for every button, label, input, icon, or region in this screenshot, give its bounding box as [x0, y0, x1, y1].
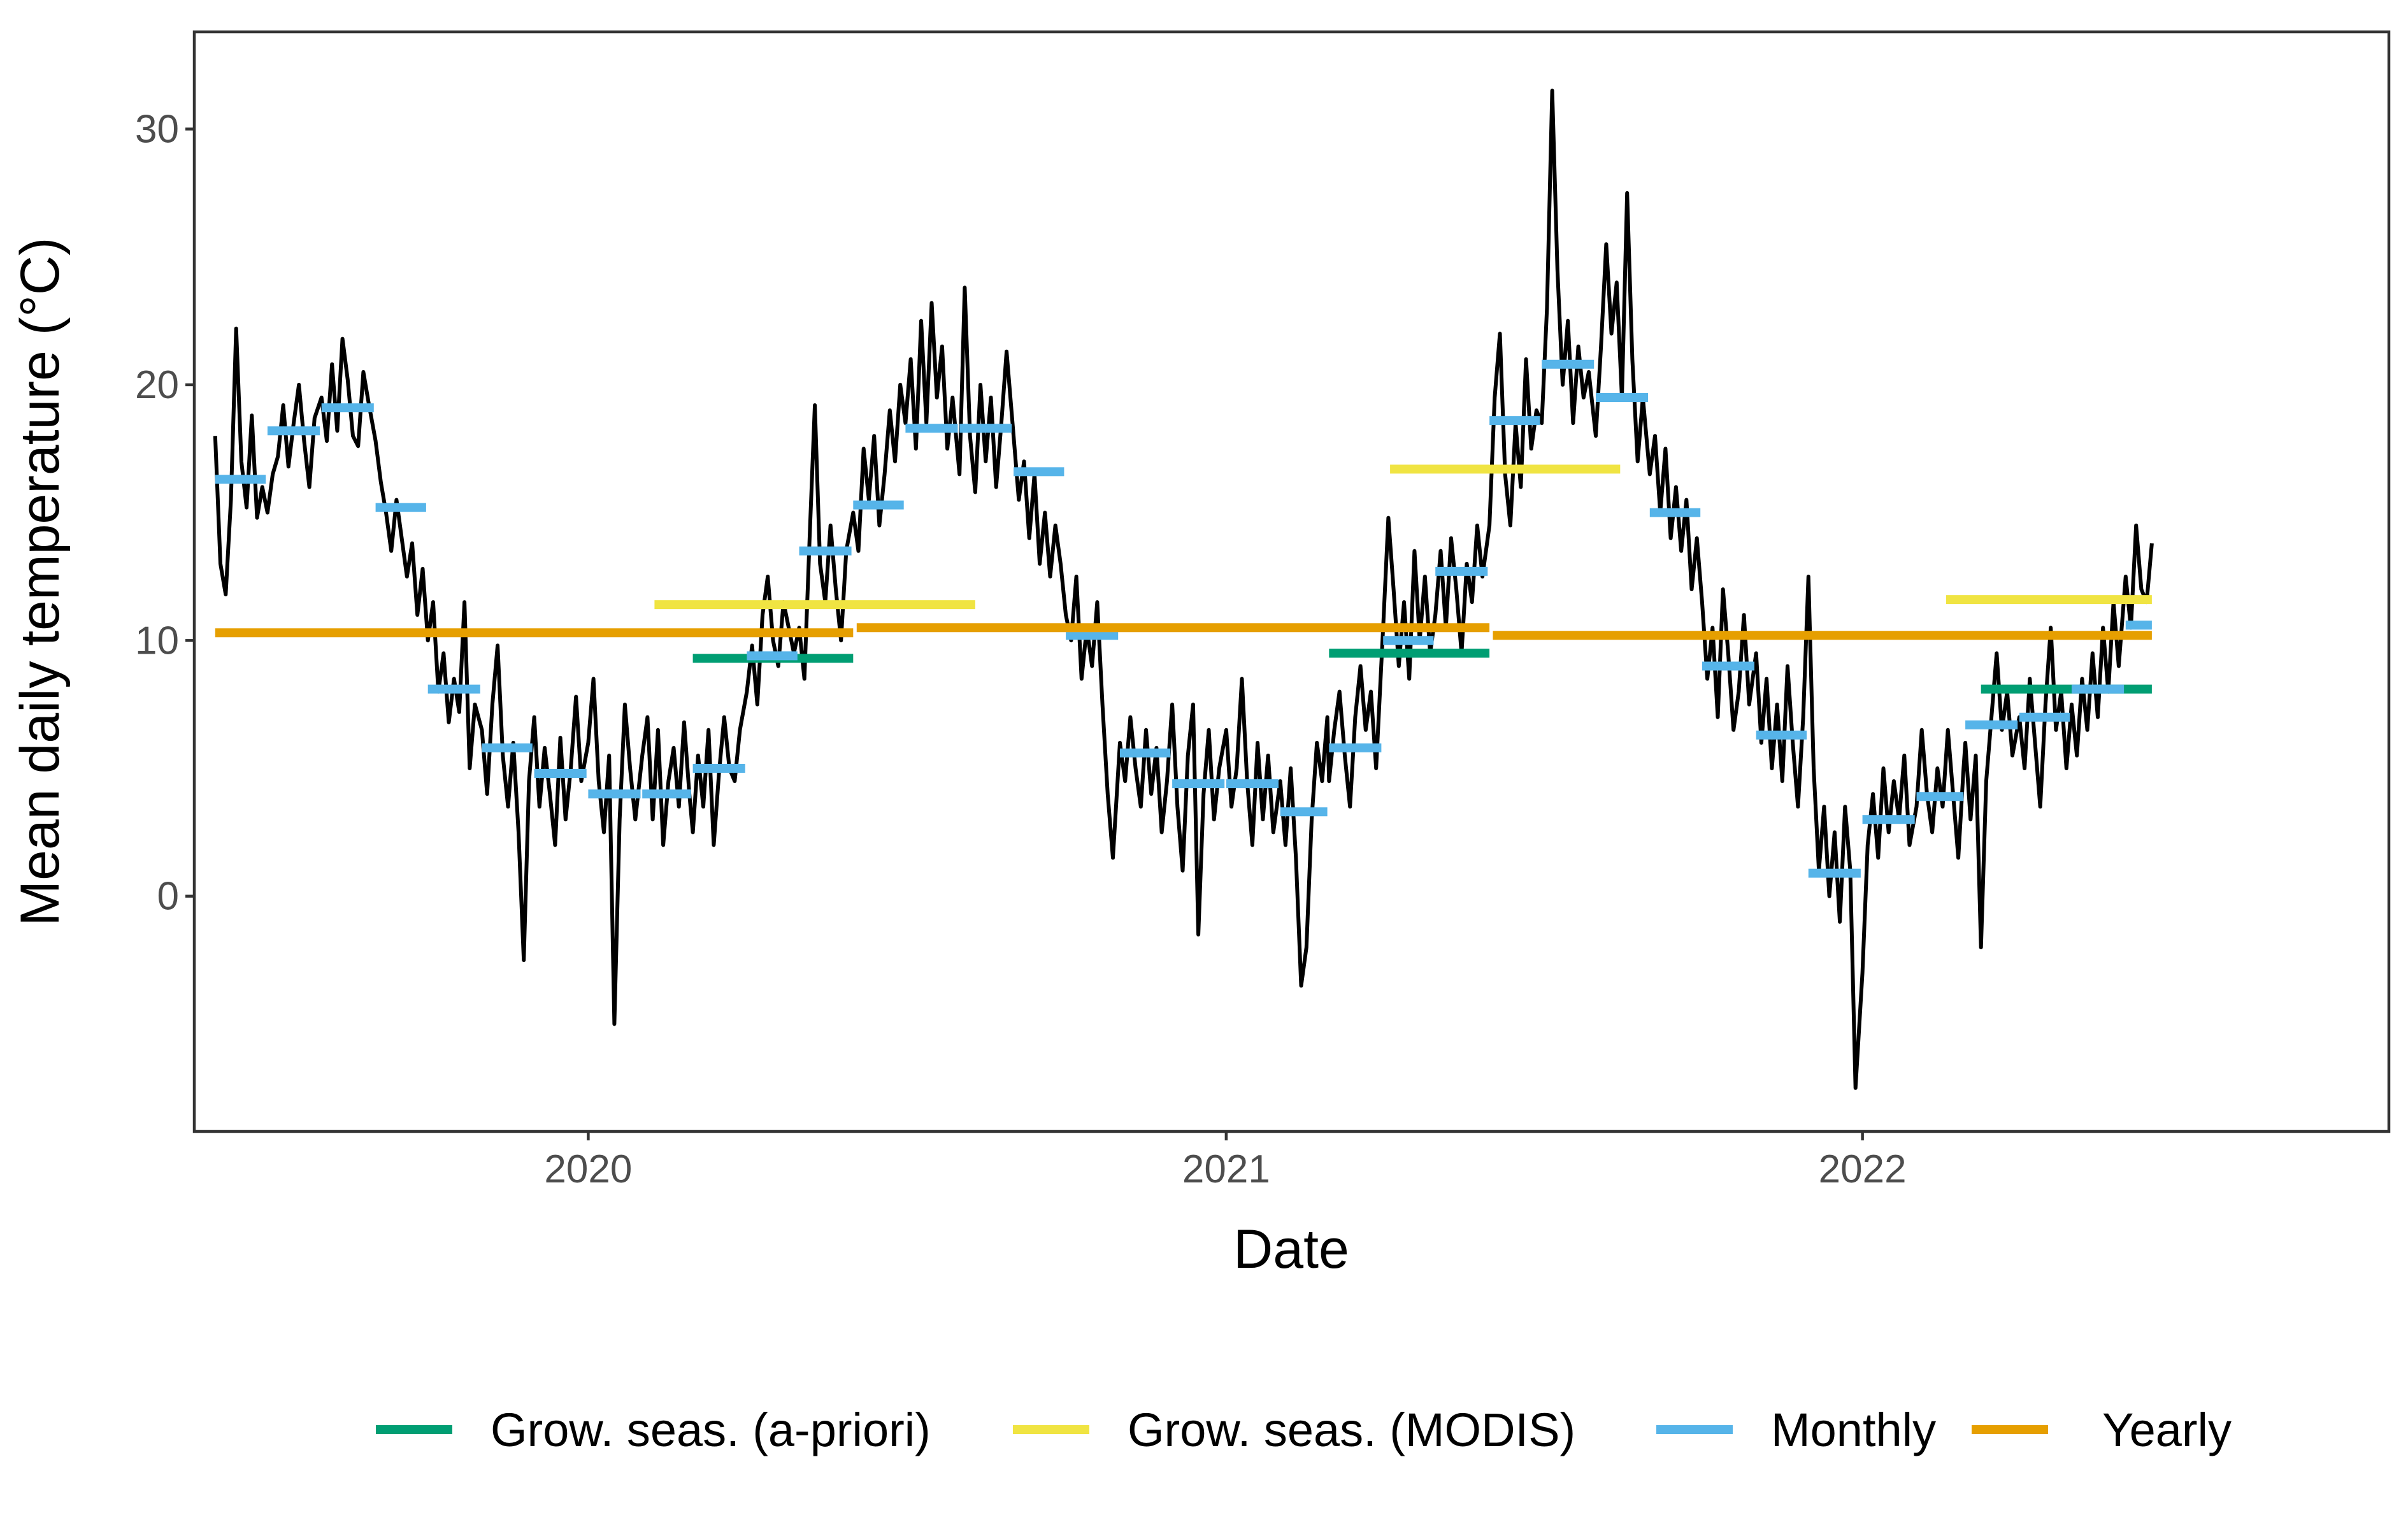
daily-temperature-line — [213, 89, 2154, 1090]
y-axis-title: Mean daily temperature (°C) — [10, 237, 71, 926]
legend-label-monthly: Monthly — [1771, 1403, 1936, 1456]
panel-border — [192, 30, 2391, 1133]
y-tick-label: 10 — [135, 619, 179, 663]
x-tick-label: 2020 — [544, 1147, 632, 1191]
x-axis-title: Date — [1233, 1219, 1349, 1280]
y-tick-label: 0 — [157, 875, 179, 919]
y-tick-label: 30 — [135, 108, 179, 152]
y-tick-label: 20 — [135, 363, 179, 407]
x-tick-label: 2021 — [1182, 1147, 1270, 1191]
legend-label-grow-apriori: Grow. seas. (a-priori) — [491, 1403, 931, 1456]
legend-label-grow-modis: Grow. seas. (MODIS) — [1128, 1403, 1575, 1456]
axes: 0 10 20 30 2020 2021 2022 — [135, 108, 1907, 1191]
legend-label-yearly: Yearly — [2102, 1403, 2232, 1456]
x-tick-label: 2022 — [1819, 1147, 1907, 1191]
legend: Grow. seas. (a-priori) Grow. seas. (MODI… — [376, 1403, 2232, 1456]
plot-marks — [213, 89, 2154, 1090]
